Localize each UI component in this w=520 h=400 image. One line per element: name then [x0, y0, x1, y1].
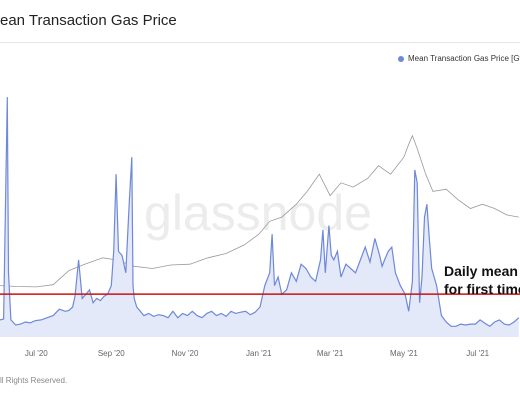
- annotation-line-1: Daily mean g: [444, 263, 520, 279]
- chart-legend[interactable]: Mean Transaction Gas Price [Gwei: [398, 54, 520, 63]
- watermark-text: glassnode: [144, 185, 372, 241]
- gas-price-line: [0, 97, 520, 328]
- x-tick-label: Mar '21: [317, 349, 344, 358]
- x-tick-label: Jul '20: [25, 349, 48, 358]
- annotation-line-2: for first time: [444, 281, 520, 297]
- x-tick-label: Sep '20: [98, 349, 125, 358]
- x-tick-label: Jul '21: [466, 349, 489, 358]
- price-line: [0, 134, 519, 288]
- chart-title: ean Transaction Gas Price: [0, 12, 177, 29]
- legend-marker: [398, 55, 404, 62]
- gas-price-area: [0, 97, 519, 337]
- copyright-footer: ll Rights Reserved.: [0, 376, 68, 385]
- title-divider: [0, 42, 520, 43]
- x-tick-label: Jan '21: [246, 349, 272, 358]
- x-tick-label: Nov '20: [172, 349, 199, 358]
- legend-label: Mean Transaction Gas Price [Gwei: [408, 54, 520, 63]
- x-tick-label: May '21: [390, 349, 418, 358]
